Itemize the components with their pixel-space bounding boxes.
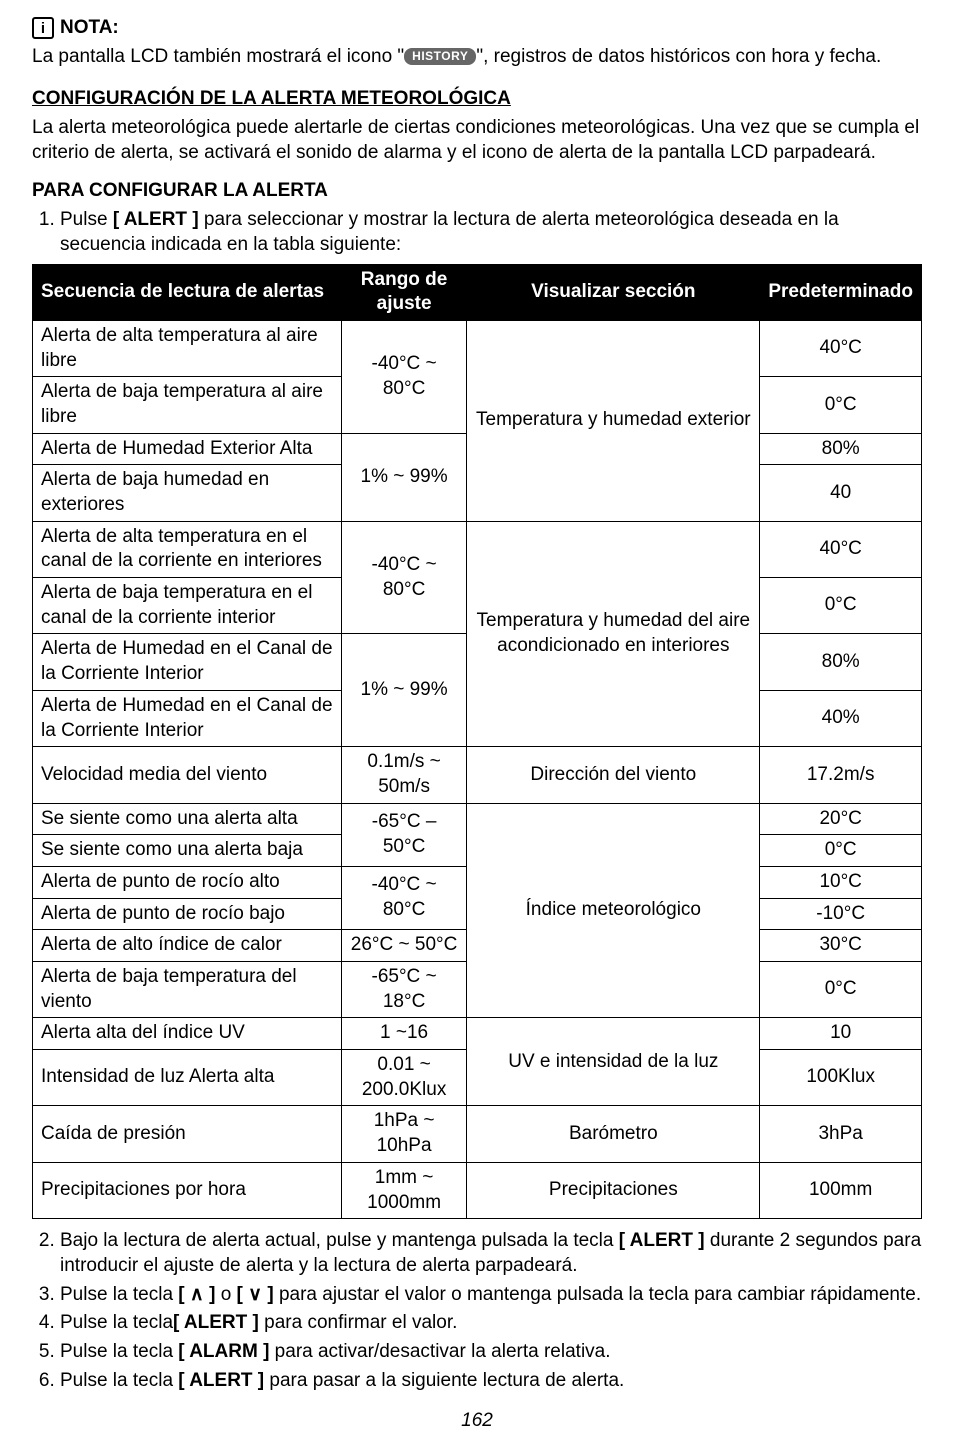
s3-k2: [ ∨ ] [237, 1284, 274, 1305]
table-cell: 17.2m/s [760, 747, 922, 803]
s6-post: para pasar a la siguiente lectura de ale… [264, 1370, 624, 1391]
s6-pre: Pulse la tecla [60, 1370, 178, 1391]
table-cell: 40% [760, 690, 922, 746]
config-title: CONFIGURACIÓN DE LA ALERTA METEOROLÓGICA [32, 87, 922, 112]
step-6: Pulse la tecla [ ALERT ] para pasar a la… [60, 1369, 922, 1394]
table-cell: Se siente como una alerta alta [33, 803, 342, 835]
table-cell: 0°C [760, 578, 922, 634]
table-cell: Dirección del viento [467, 747, 760, 803]
table-cell: Se siente como una alerta baja [33, 835, 342, 867]
table-cell: 0°C [760, 377, 922, 433]
table-cell: -40°C ~ 80°C [341, 521, 466, 634]
step1-key: [ ALERT ] [113, 209, 199, 230]
nota-text-before: La pantalla LCD también mostrará el icon… [32, 46, 404, 67]
step-4: Pulse la tecla[ ALERT ] para confirmar e… [60, 1311, 922, 1336]
table-cell: Precipitaciones por hora [33, 1162, 342, 1218]
table-cell: Alerta de punto de rocío alto [33, 866, 342, 898]
table-cell: 40 [760, 465, 922, 521]
table-cell: Alerta de alta temperatura al aire libre [33, 320, 342, 376]
th-default: Predeterminado [760, 264, 922, 320]
table-cell: Caída de presión [33, 1106, 342, 1162]
info-icon [32, 17, 54, 39]
table-cell: 0°C [760, 962, 922, 1018]
step-1: Pulse [ ALERT ] para seleccionar y mostr… [60, 208, 922, 257]
th-range: Rango de ajuste [341, 264, 466, 320]
table-cell: Alerta de alta temperatura en el canal d… [33, 521, 342, 577]
s3-pre: Pulse la tecla [60, 1284, 178, 1305]
table-cell: 1% ~ 99% [341, 433, 466, 521]
nota-label: NOTA: [60, 16, 119, 41]
table-cell: Índice meteorológico [467, 803, 760, 1018]
table-cell: Alerta de Humedad en el Canal de la Corr… [33, 634, 342, 690]
table-cell: 1 ~16 [341, 1018, 466, 1050]
table-cell: 80% [760, 634, 922, 690]
table-cell: -40°C ~ 80°C [341, 320, 466, 433]
table-cell: Alerta de punto de rocío bajo [33, 898, 342, 930]
table-cell: 0.1m/s ~ 50m/s [341, 747, 466, 803]
step-5: Pulse la tecla [ ALARM ] para activar/de… [60, 1340, 922, 1365]
table-cell: 80% [760, 433, 922, 465]
s6-key: [ ALERT ] [178, 1370, 264, 1391]
s5-post: para activar/desactivar la alerta relati… [269, 1341, 610, 1362]
table-cell: Alerta de baja humedad en exteriores [33, 465, 342, 521]
table-cell: Alerta de Humedad en el Canal de la Corr… [33, 690, 342, 746]
s5-key: [ ALARM ] [178, 1341, 269, 1362]
table-cell: Alerta de alto índice de calor [33, 930, 342, 962]
step-3: Pulse la tecla [ ∧ ] o [ ∨ ] para ajusta… [60, 1283, 922, 1308]
para-config-title: PARA CONFIGURAR LA ALERTA [32, 179, 922, 204]
table-cell: 10 [760, 1018, 922, 1050]
table-cell: Temperatura y humedad exterior [467, 320, 760, 521]
nota-paragraph: La pantalla LCD también mostrará el icon… [32, 45, 922, 70]
table-cell: 3hPa [760, 1106, 922, 1162]
table-cell: 20°C [760, 803, 922, 835]
th-section: Visualizar sección [467, 264, 760, 320]
step-2: Bajo la lectura de alerta actual, pulse … [60, 1229, 922, 1278]
table-cell: 1% ~ 99% [341, 634, 466, 747]
s3-post: para ajustar el valor o mantenga pulsada… [274, 1284, 921, 1305]
table-cell: -40°C ~ 80°C [341, 866, 466, 929]
s3-k1: [ ∧ ] [178, 1284, 215, 1305]
table-cell: 100Klux [760, 1050, 922, 1106]
table-cell: Alerta alta del índice UV [33, 1018, 342, 1050]
th-sequence: Secuencia de lectura de alertas [33, 264, 342, 320]
table-cell: 30°C [760, 930, 922, 962]
steps-list-2: Bajo la lectura de alerta actual, pulse … [32, 1229, 922, 1393]
table-cell: Intensidad de luz Alerta alta [33, 1050, 342, 1106]
table-cell: 0°C [760, 835, 922, 867]
table-cell: 1hPa ~ 10hPa [341, 1106, 466, 1162]
table-cell: -65°C – 50°C [341, 803, 466, 866]
table-cell: Precipitaciones [467, 1162, 760, 1218]
s4-pre: Pulse la tecla [60, 1312, 173, 1333]
table-cell: -65°C ~ 18°C [341, 962, 466, 1018]
table-cell: Alerta de Humedad Exterior Alta [33, 433, 342, 465]
steps-list-1: Pulse [ ALERT ] para seleccionar y mostr… [32, 208, 922, 257]
page-number: 162 [32, 1409, 922, 1434]
s2-pre: Bajo la lectura de alerta actual, pulse … [60, 1230, 619, 1251]
table-cell: 1mm ~ 1000mm [341, 1162, 466, 1218]
s4-key: [ ALERT ] [173, 1312, 259, 1333]
table-cell: 40°C [760, 320, 922, 376]
table-cell: Velocidad media del viento [33, 747, 342, 803]
table-cell: 10°C [760, 866, 922, 898]
table-cell: UV e intensidad de la luz [467, 1018, 760, 1106]
table-cell: Temperatura y humedad del aire acondicio… [467, 521, 760, 747]
step1-pre: Pulse [60, 209, 113, 230]
table-cell: Alerta de baja temperatura del viento [33, 962, 342, 1018]
s4-post: para confirmar el valor. [259, 1312, 458, 1333]
table-cell: Alerta de baja temperatura en el canal d… [33, 578, 342, 634]
alerts-table: Secuencia de lectura de alertas Rango de… [32, 264, 922, 1220]
table-cell: 100mm [760, 1162, 922, 1218]
table-cell: 40°C [760, 521, 922, 577]
table-cell: -10°C [760, 898, 922, 930]
table-cell: 0.01 ~ 200.0Klux [341, 1050, 466, 1106]
s5-pre: Pulse la tecla [60, 1341, 178, 1362]
s3-mid: o [215, 1284, 236, 1305]
config-paragraph: La alerta meteorológica puede alertarle … [32, 116, 922, 165]
table-cell: Alerta de baja temperatura al aire libre [33, 377, 342, 433]
table-cell: Barómetro [467, 1106, 760, 1162]
history-icon: HISTORY [404, 48, 476, 66]
s2-key: [ ALERT ] [619, 1230, 705, 1251]
nota-text-after: ", registros de datos históricos con hor… [476, 46, 881, 67]
table-cell: 26°C ~ 50°C [341, 930, 466, 962]
